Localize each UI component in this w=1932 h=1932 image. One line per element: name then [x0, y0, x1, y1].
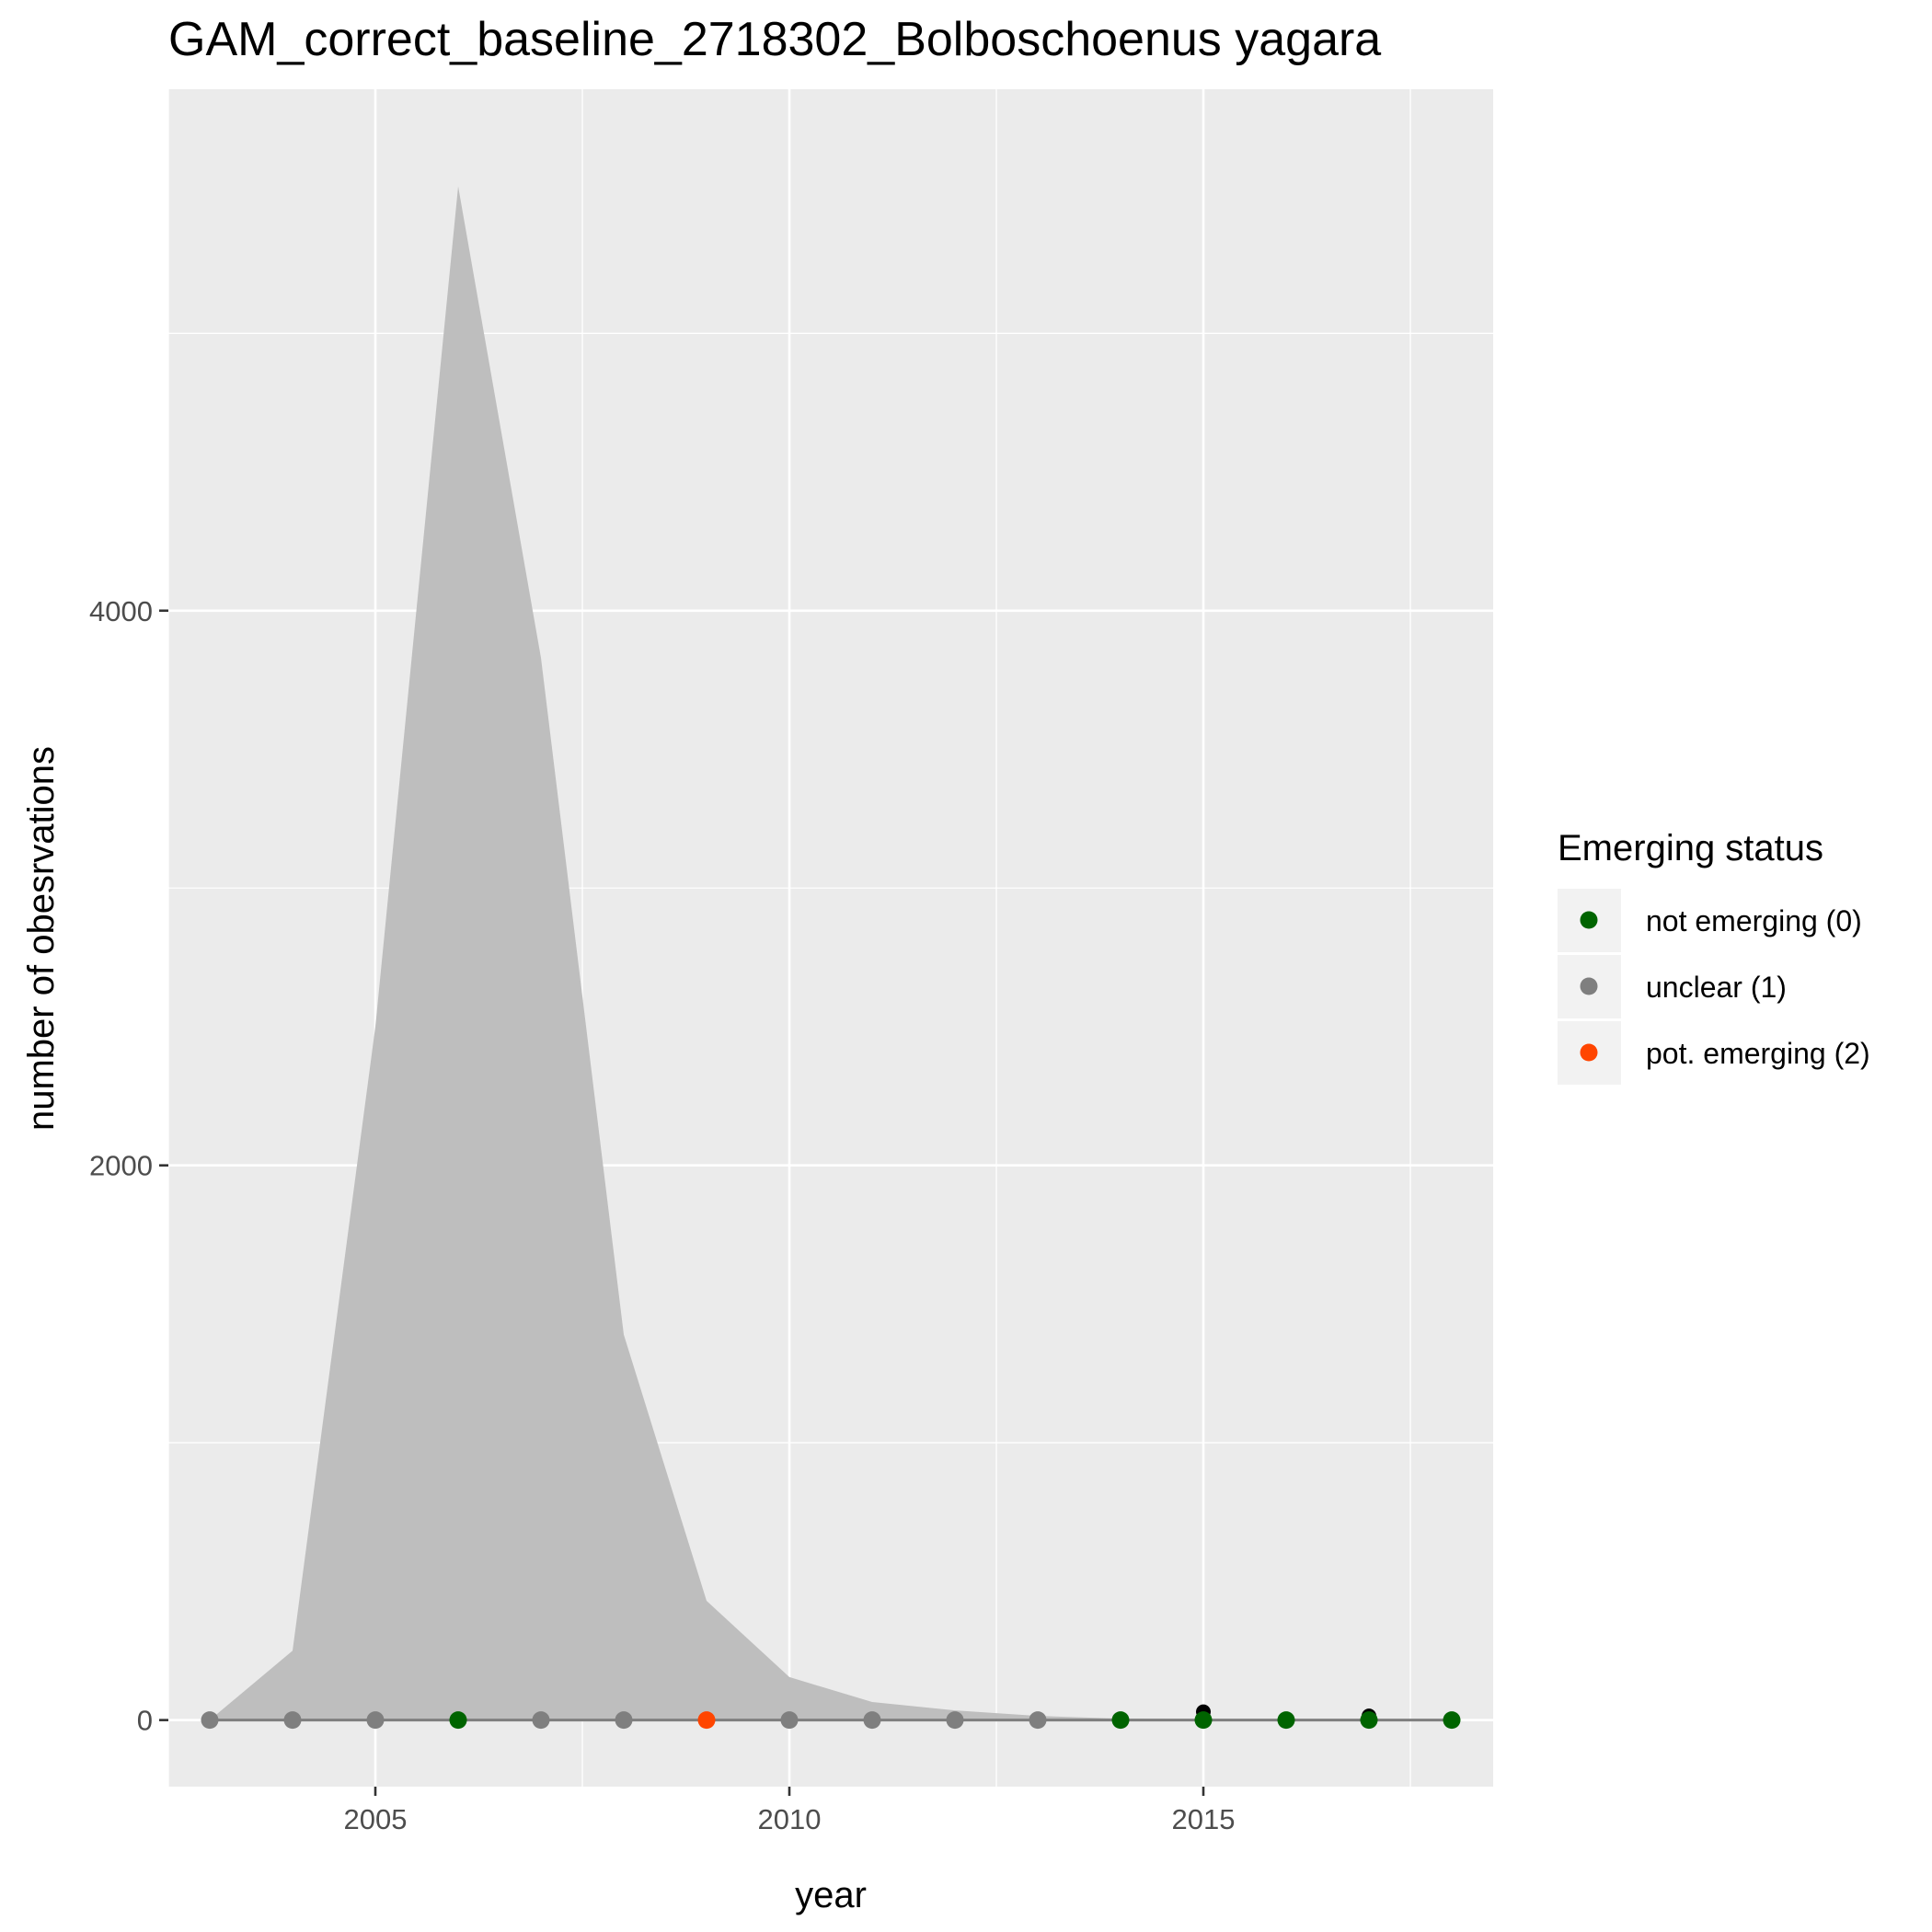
x-tick-label: 2015	[1172, 1803, 1236, 1835]
status-point-unclear	[615, 1711, 633, 1730]
status-point-unclear	[532, 1711, 550, 1730]
x-axis-ticks: 2005 2010 2015	[344, 1787, 1236, 1835]
legend-key-unclear	[1580, 977, 1598, 995]
status-point-unclear	[201, 1711, 219, 1730]
status-point-unclear	[946, 1711, 964, 1730]
legend-label: unclear (1)	[1646, 971, 1787, 1004]
x-axis-title: year	[795, 1875, 867, 1915]
status-point-not-emerging	[1277, 1711, 1295, 1730]
legend-title: Emerging status	[1558, 828, 1823, 868]
status-point-unclear	[366, 1711, 385, 1730]
legend: Emerging status not emerging (0) unclear …	[1558, 828, 1870, 1085]
status-point-unclear	[1029, 1711, 1047, 1730]
y-tick-label: 4000	[89, 595, 153, 627]
observations-area	[210, 186, 1452, 1720]
chart-title: GAM_correct_baseline_2718302_Bolboschoen…	[168, 13, 1381, 66]
status-point-unclear	[283, 1711, 302, 1730]
x-tick-label: 2010	[758, 1803, 822, 1835]
status-point-not-emerging	[449, 1711, 467, 1730]
y-axis-title: number of obesrvations	[21, 746, 62, 1131]
y-tick-label: 2000	[89, 1150, 153, 1182]
status-point-not-emerging	[1194, 1711, 1213, 1730]
status-point-unclear	[780, 1711, 799, 1730]
y-axis-ticks: 0 2000 4000	[89, 595, 168, 1737]
legend-key-pot-emerging	[1580, 1043, 1598, 1062]
status-point-not-emerging	[1443, 1711, 1461, 1730]
x-tick-label: 2005	[344, 1803, 408, 1835]
legend-label: pot. emerging (2)	[1646, 1037, 1870, 1070]
status-point-unclear	[863, 1711, 881, 1730]
legend-key-not-emerging	[1580, 911, 1598, 929]
status-point-not-emerging	[1360, 1711, 1378, 1730]
y-tick-label: 0	[137, 1705, 153, 1737]
area-layer	[210, 186, 1452, 1720]
status-point-pot-emerging	[697, 1711, 716, 1730]
status-point-not-emerging	[1111, 1711, 1130, 1730]
points-layer	[201, 1704, 1461, 1730]
legend-label: not emerging (0)	[1646, 904, 1862, 937]
